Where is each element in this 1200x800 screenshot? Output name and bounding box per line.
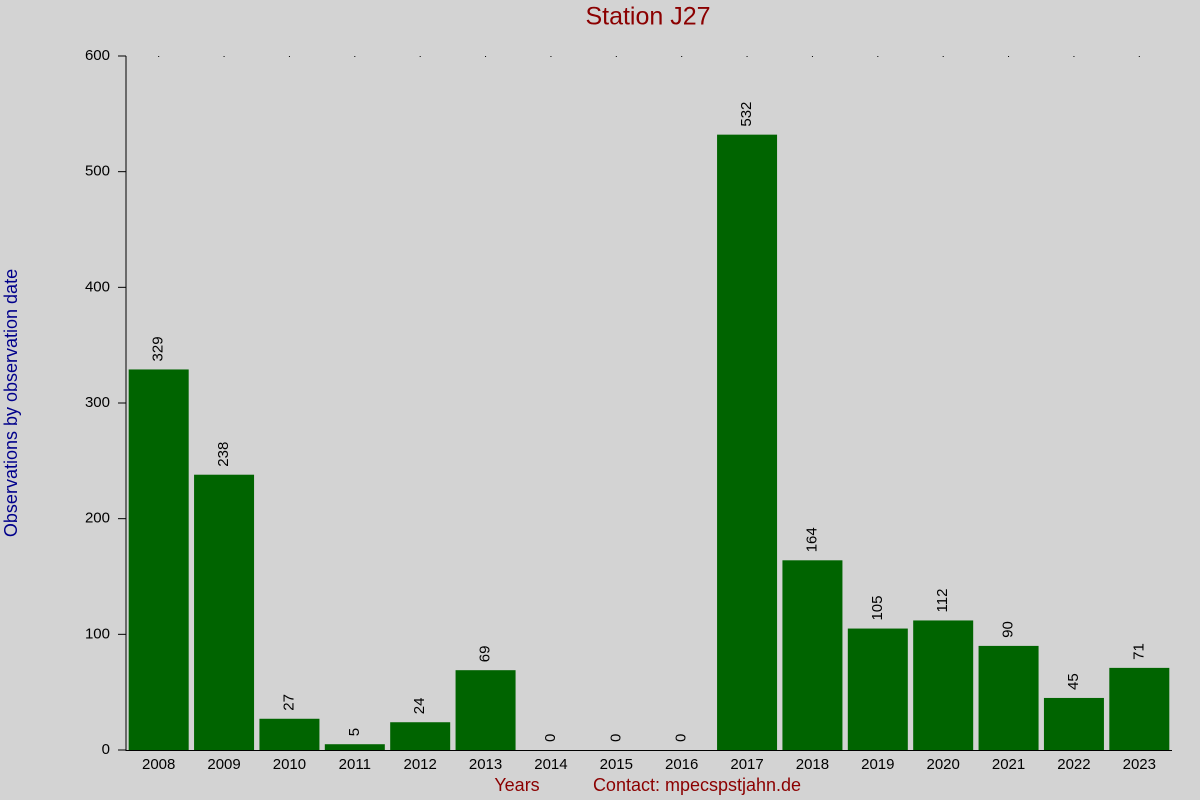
y-tick-label: 100 — [85, 625, 110, 642]
x-tick-label: 2018 — [796, 756, 829, 773]
bar — [128, 369, 189, 750]
bar — [455, 670, 516, 750]
bar — [1043, 697, 1104, 750]
value-label: 0 — [673, 734, 690, 742]
y-tick-label: 0 — [102, 741, 110, 758]
x-tick-label: 2013 — [469, 756, 502, 773]
value-label: 5 — [346, 728, 363, 736]
value-label: 105 — [869, 596, 886, 621]
x-tick-label: 2015 — [600, 756, 633, 773]
x-tick-label: 2011 — [339, 756, 371, 773]
value-label: 45 — [1065, 673, 1082, 690]
value-label: 112 — [934, 589, 951, 613]
bar — [390, 722, 451, 750]
bar — [782, 560, 843, 750]
bar — [324, 744, 385, 750]
annotation: Contact: mpecspstjahn.de — [593, 775, 801, 795]
y-tick-label: 500 — [85, 163, 110, 180]
x-axis-label: Years — [494, 775, 539, 795]
x-tick-label: 2010 — [273, 756, 306, 773]
x-tick-label: 2023 — [1123, 756, 1156, 773]
value-label: 0 — [607, 734, 624, 742]
x-tick-label: 2017 — [730, 756, 763, 773]
y-tick-label: 200 — [85, 510, 110, 527]
value-label: 24 — [411, 698, 428, 715]
x-tick-label: 2022 — [1057, 756, 1090, 773]
value-label: 238 — [215, 442, 232, 467]
y-axis-label: Observations by observation date — [1, 269, 21, 537]
x-tick-label: 2019 — [861, 756, 894, 773]
value-label: 71 — [1130, 643, 1147, 660]
bar — [1109, 667, 1170, 750]
bar — [194, 474, 255, 750]
value-label: 329 — [150, 336, 167, 361]
y-tick-label: 400 — [85, 278, 110, 295]
x-tick-label: 2014 — [534, 756, 567, 773]
value-label: 0 — [542, 734, 559, 742]
bar — [978, 645, 1039, 750]
y-tick-label: 600 — [85, 47, 110, 64]
x-tick-label: 2016 — [665, 756, 698, 773]
value-label: 27 — [280, 694, 297, 711]
value-label: 532 — [738, 102, 755, 127]
x-tick-label: 2008 — [142, 756, 175, 773]
chart-title: Station J27 — [585, 3, 710, 31]
bar — [913, 620, 974, 750]
value-label: 164 — [803, 527, 820, 552]
x-tick-label: 2020 — [927, 756, 960, 773]
x-tick-label: 2009 — [207, 756, 240, 773]
bar — [717, 134, 778, 751]
value-label: 69 — [477, 646, 494, 663]
x-tick-label: 2012 — [404, 756, 437, 773]
y-tick-label: 300 — [85, 394, 110, 411]
x-tick-label: 2021 — [992, 756, 1025, 773]
bar — [847, 628, 908, 750]
bar — [259, 718, 320, 750]
value-label: 90 — [1000, 621, 1017, 638]
